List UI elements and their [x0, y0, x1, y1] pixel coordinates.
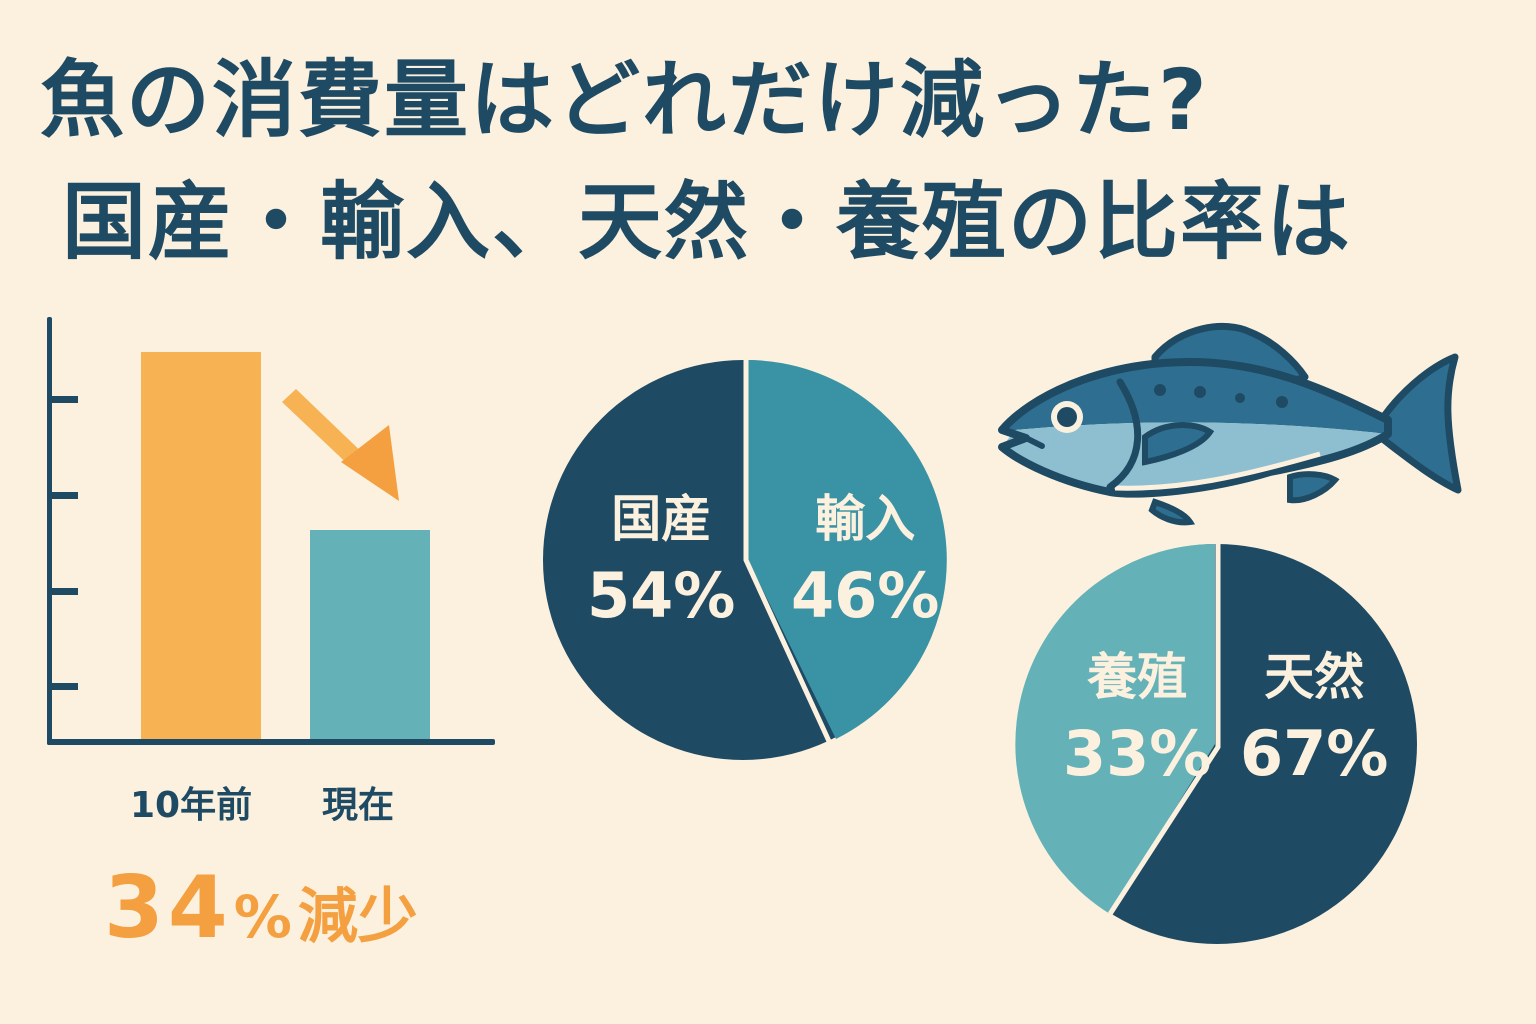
y-axis-tick: [50, 492, 78, 499]
category-label-current: 現在: [322, 785, 395, 826]
y-axis: [47, 317, 52, 745]
decrease-number: 34: [104, 858, 232, 958]
pie-slice-farmed: [1015, 544, 1215, 914]
pie-label-domestic: 国産 54%: [587, 490, 736, 633]
bar-10-years-ago: [141, 352, 261, 740]
decrease-callout: 34% 減少: [104, 858, 418, 958]
decrease-percent-sign: %: [233, 883, 292, 951]
down-right-arrow-icon: [282, 389, 399, 501]
source-pie-chart: 養殖 33% 天然 67%: [1015, 542, 1420, 947]
y-axis-tick: [50, 588, 78, 595]
fish-icon: [998, 323, 1462, 526]
title-line-2: 国産・輸入、天然・養殖の比率は: [62, 173, 1353, 271]
pie-slice-imported: [748, 360, 947, 739]
origin-pie-chart: 国産 54% 輸入 46%: [543, 350, 963, 770]
y-axis-tick: [50, 396, 78, 403]
pie-label-farmed: 養殖 33%: [1063, 648, 1212, 791]
decrease-word: 減少: [297, 882, 418, 952]
pie-label-wild: 天然 67%: [1240, 648, 1389, 791]
category-label-10-years-ago: 10年前: [130, 785, 253, 826]
bar-current: [310, 530, 430, 740]
consumption-bar-chart: 10年前 現在 34% 減少: [0, 0, 520, 1024]
x-axis: [47, 739, 495, 745]
title-line-1: 魚の消費量はどれだけ減った?: [40, 51, 1209, 149]
pie-label-imported: 輸入 46%: [791, 490, 940, 633]
y-axis-tick: [50, 683, 78, 690]
page-title: 魚の消費量はどれだけ減った? 国産・輸入、天然・養殖の比率は: [40, 58, 1352, 264]
